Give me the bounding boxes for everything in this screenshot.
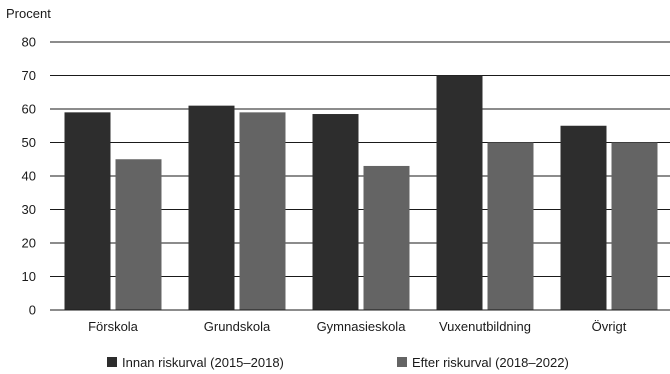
legend-label-efter: Efter riskurval (2018–2022) bbox=[412, 355, 569, 370]
y-tick-label: 0 bbox=[29, 303, 36, 318]
bar-2-1 bbox=[363, 165, 410, 310]
y-axis-ticks: 0 10 20 30 40 50 60 70 80 bbox=[22, 35, 36, 318]
x-tick-label: Grundskola bbox=[204, 319, 271, 334]
bar-2-0 bbox=[312, 114, 359, 311]
y-tick-label: 80 bbox=[22, 35, 36, 50]
legend-swatch-innan bbox=[107, 357, 117, 367]
x-tick-label: Vuxenutbildning bbox=[439, 319, 531, 334]
bar-0-0 bbox=[64, 112, 111, 310]
bar-4-1 bbox=[611, 142, 658, 310]
bar-1-0 bbox=[188, 105, 235, 311]
legend-swatch-efter bbox=[397, 357, 407, 367]
y-tick-label: 40 bbox=[22, 169, 36, 184]
y-tick-label: 20 bbox=[22, 236, 36, 251]
legend: Innan riskurval (2015–2018) Efter riskur… bbox=[107, 355, 569, 370]
y-tick-label: 10 bbox=[22, 269, 36, 284]
x-tick-label: Övrigt bbox=[592, 319, 627, 334]
x-axis-ticks: Förskola Grundskola Gymnasieskola Vuxenutbi… bbox=[88, 319, 627, 334]
bar-3-0 bbox=[436, 75, 483, 310]
bar-4-0 bbox=[560, 125, 607, 310]
y-tick-label: 60 bbox=[22, 102, 36, 117]
y-axis-title: Procent bbox=[6, 6, 51, 21]
legend-label-innan: Innan riskurval (2015–2018) bbox=[122, 355, 284, 370]
x-tick-label: Förskola bbox=[88, 319, 139, 334]
bar-1-1 bbox=[239, 112, 286, 310]
bar-0-1 bbox=[115, 159, 162, 310]
y-tick-label: 50 bbox=[22, 135, 36, 150]
y-tick-label: 70 bbox=[22, 68, 36, 83]
bars bbox=[50, 75, 670, 311]
bar-3-1 bbox=[487, 142, 534, 310]
x-tick-label: Gymnasieskola bbox=[317, 319, 407, 334]
y-tick-label: 30 bbox=[22, 202, 36, 217]
